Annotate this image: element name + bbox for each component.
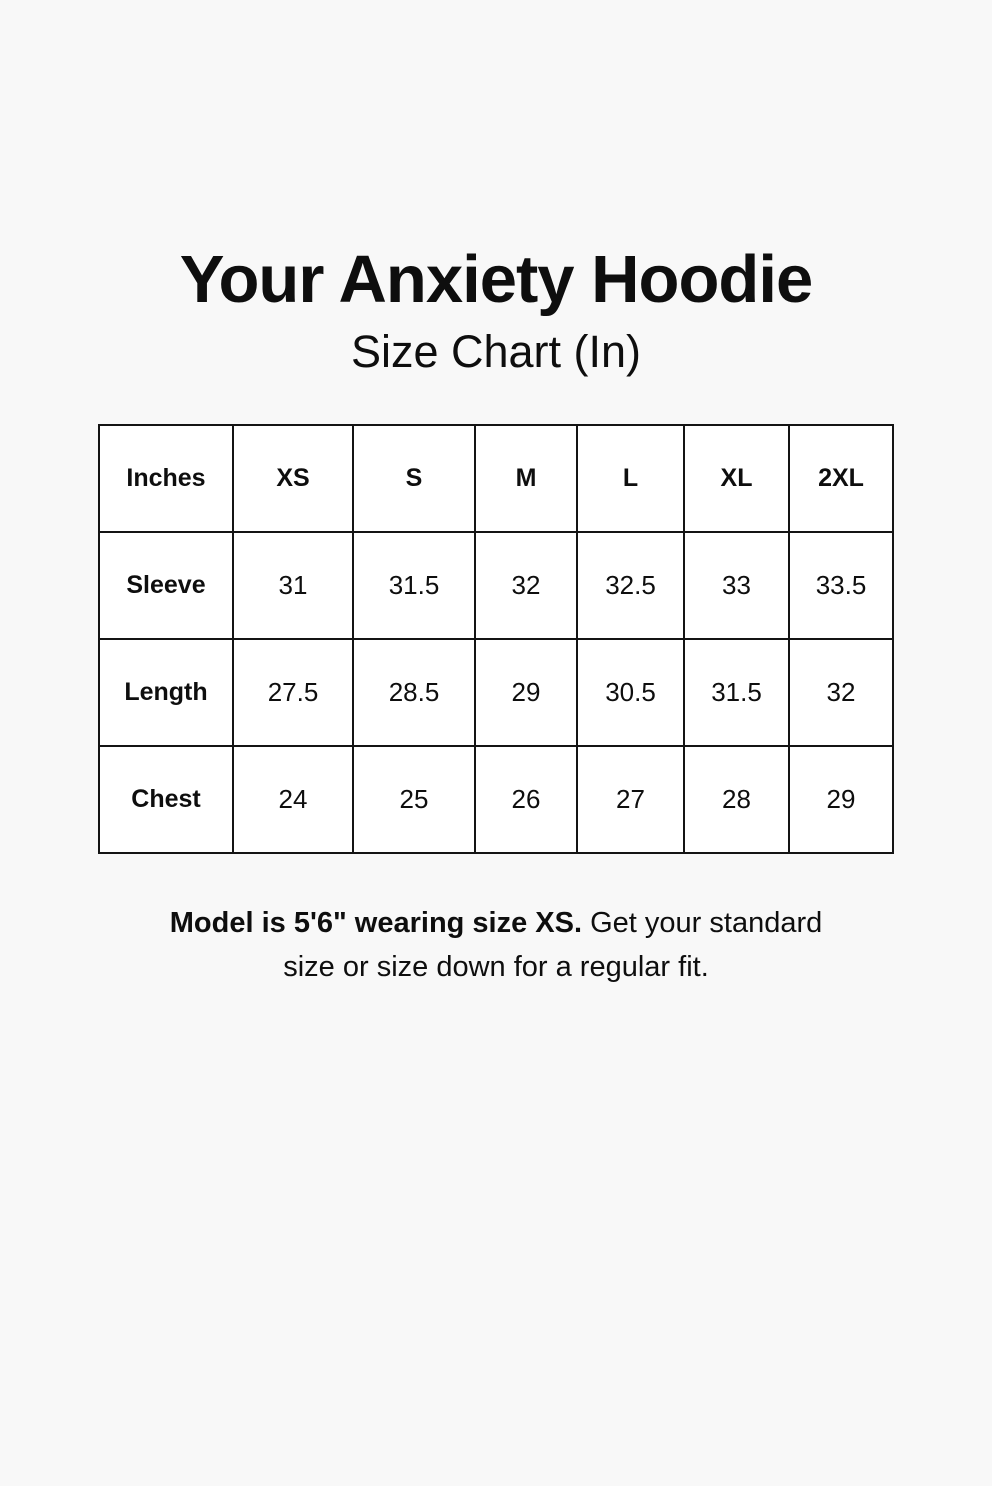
footer-note-lead: Model is 5'6" wearing size XS. bbox=[169, 907, 583, 939]
measurement-row-label: Chest bbox=[98, 745, 234, 854]
measurement-row-label: Sleeve bbox=[98, 531, 234, 640]
measurement-value-cell: 27 bbox=[576, 745, 685, 854]
table-header-row: Inches XS S M L XL 2XL bbox=[98, 424, 894, 533]
measurement-value-cell: 32.5 bbox=[576, 531, 685, 640]
size-column-header: XL bbox=[683, 424, 790, 533]
measurement-value-cell: 29 bbox=[474, 638, 578, 747]
table-row: Sleeve 31 31.5 32 32.5 33 33.5 bbox=[98, 531, 894, 640]
table-row: Chest 24 25 26 27 28 29 bbox=[98, 745, 894, 854]
measurement-value-cell: 31.5 bbox=[683, 638, 790, 747]
size-column-header: L bbox=[576, 424, 685, 533]
size-column-header: S bbox=[352, 424, 476, 533]
measurement-value-cell: 28 bbox=[683, 745, 790, 854]
size-column-header: 2XL bbox=[788, 424, 894, 533]
size-chart-page: Your Anxiety Hoodie Size Chart (In) Inch… bbox=[0, 246, 992, 1486]
measurement-value-cell: 27.5 bbox=[232, 638, 354, 747]
measurement-value-cell: 28.5 bbox=[352, 638, 476, 747]
measurement-value-cell: 32 bbox=[788, 638, 894, 747]
size-column-header: XS bbox=[232, 424, 354, 533]
table-row: Length 27.5 28.5 29 30.5 31.5 32 bbox=[98, 638, 894, 747]
measurement-value-cell: 31.5 bbox=[352, 531, 476, 640]
measurement-value-cell: 26 bbox=[474, 745, 578, 854]
measurement-value-cell: 33.5 bbox=[788, 531, 894, 640]
footer-note: Model is 5'6" wearing size XS. Get your … bbox=[151, 902, 841, 989]
measurement-row-label: Length bbox=[98, 638, 234, 747]
size-chart-table: Inches XS S M L XL 2XL Sleeve 31 31.5 32 32.5 33 33.… bbox=[98, 424, 894, 854]
measurement-value-cell: 24 bbox=[232, 745, 354, 854]
footer-note-rest: Get your standard size or size down for … bbox=[283, 907, 823, 983]
page-subtitle: Size Chart (In) bbox=[350, 326, 642, 377]
measurement-value-cell: 29 bbox=[788, 745, 894, 854]
measurement-value-cell: 33 bbox=[683, 531, 790, 640]
unit-header-cell: Inches bbox=[98, 424, 234, 533]
measurement-value-cell: 25 bbox=[352, 745, 476, 854]
page-title: Your Anxiety Hoodie bbox=[179, 242, 813, 317]
measurement-value-cell: 32 bbox=[474, 531, 578, 640]
table-body: Sleeve 31 31.5 32 32.5 33 33.5 Length 27.5 28.5 29… bbox=[98, 531, 894, 854]
measurement-value-cell: 30.5 bbox=[576, 638, 685, 747]
size-column-header: M bbox=[474, 424, 578, 533]
measurement-value-cell: 31 bbox=[232, 531, 354, 640]
